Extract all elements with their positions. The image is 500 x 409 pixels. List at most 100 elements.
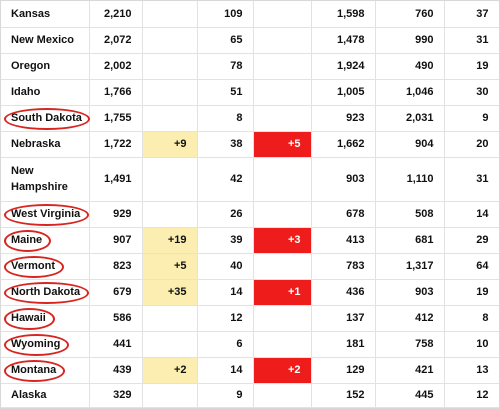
new-cases-cell: +35	[142, 279, 198, 306]
state-name-cell: Vermont	[1, 253, 90, 280]
total-deaths-cell: 14	[197, 279, 254, 306]
total-recovered-cell: 181	[311, 331, 376, 358]
state-name-cell: New Mexico	[1, 27, 90, 54]
total-deaths-cell: 65	[197, 27, 254, 54]
new-deaths-cell	[253, 253, 312, 280]
new-deaths-cell	[253, 79, 312, 106]
active-cases-cell: 904	[375, 131, 445, 158]
new-deaths-cell: +2	[253, 357, 312, 384]
new-deaths-cell	[253, 53, 312, 80]
new-cases-cell	[142, 157, 198, 202]
total-deaths-cell: 14	[197, 357, 254, 384]
active-cases-cell: 1,110	[375, 157, 445, 202]
new-cases-cell	[142, 79, 198, 106]
new-deaths-cell: +1	[253, 279, 312, 306]
serious-critical-cell: 31	[444, 27, 499, 54]
total-cases-cell: 1,766	[89, 79, 143, 106]
table-row: Montana 439 +2 14 +2 129 421 13	[1, 357, 499, 384]
new-cases-cell	[142, 1, 198, 28]
active-cases-cell: 990	[375, 27, 445, 54]
total-deaths-cell: 42	[197, 157, 254, 202]
state-name-cell: Kansas	[1, 1, 90, 28]
total-cases-cell: 1,722	[89, 131, 143, 158]
new-deaths-cell	[253, 305, 312, 332]
total-deaths-cell: 9	[197, 383, 254, 408]
serious-critical-cell: 9	[444, 105, 499, 132]
serious-critical-cell: 10	[444, 331, 499, 358]
new-deaths-cell: +3	[253, 227, 312, 254]
active-cases-cell: 490	[375, 53, 445, 80]
table-row: Idaho 1,766 51 1,005 1,046 30	[1, 79, 499, 106]
serious-critical-cell: 31	[444, 157, 499, 202]
active-cases-cell: 1,317	[375, 253, 445, 280]
total-deaths-cell: 39	[197, 227, 254, 254]
total-cases-cell: 679	[89, 279, 143, 306]
total-deaths-cell: 38	[197, 131, 254, 158]
new-cases-cell	[142, 105, 198, 132]
active-cases-cell: 758	[375, 331, 445, 358]
total-recovered-cell: 137	[311, 305, 376, 332]
new-cases-cell	[142, 331, 198, 358]
total-cases-cell: 439	[89, 357, 143, 384]
total-cases-cell: 329	[89, 383, 143, 408]
table-row: Vermont 823 +5 40 783 1,317 64	[1, 253, 499, 280]
table-row: New Hampshire 1,491 42 903 1,110 31	[1, 157, 499, 202]
total-recovered-cell: 923	[311, 105, 376, 132]
serious-critical-cell: 20	[444, 131, 499, 158]
total-recovered-cell: 129	[311, 357, 376, 384]
total-deaths-cell: 26	[197, 201, 254, 228]
state-name-cell: West Virginia	[1, 201, 90, 228]
serious-critical-cell: 30	[444, 79, 499, 106]
state-name-cell: Oregon	[1, 53, 90, 80]
total-recovered-cell: 903	[311, 157, 376, 202]
state-name-cell: New Hampshire	[1, 157, 90, 202]
active-cases-cell: 508	[375, 201, 445, 228]
serious-critical-cell: 13	[444, 357, 499, 384]
state-name-cell: South Dakota	[1, 105, 90, 132]
total-cases-cell: 823	[89, 253, 143, 280]
serious-critical-cell: 14	[444, 201, 499, 228]
serious-critical-cell: 12	[444, 383, 499, 408]
total-deaths-cell: 51	[197, 79, 254, 106]
table-row: West Virginia 929 26 678 508 14	[1, 201, 499, 228]
table-row: Wyoming 441 6 181 758 10	[1, 331, 499, 358]
total-deaths-cell: 78	[197, 53, 254, 80]
state-name-cell: Maine	[1, 227, 90, 254]
active-cases-cell: 760	[375, 1, 445, 28]
total-deaths-cell: 109	[197, 1, 254, 28]
active-cases-cell: 445	[375, 383, 445, 408]
new-cases-cell: +19	[142, 227, 198, 254]
table-row: Oregon 2,002 78 1,924 490 19	[1, 53, 499, 80]
total-recovered-cell: 1,662	[311, 131, 376, 158]
active-cases-cell: 412	[375, 305, 445, 332]
total-recovered-cell: 1,924	[311, 53, 376, 80]
serious-critical-cell: 64	[444, 253, 499, 280]
serious-critical-cell: 19	[444, 279, 499, 306]
total-recovered-cell: 1,005	[311, 79, 376, 106]
total-cases-cell: 441	[89, 331, 143, 358]
total-recovered-cell: 413	[311, 227, 376, 254]
table-row: North Dakota 679 +35 14 +1 436 903 19	[1, 279, 499, 306]
new-cases-cell: +5	[142, 253, 198, 280]
total-cases-cell: 907	[89, 227, 143, 254]
table-row: Hawaii 586 12 137 412 8	[1, 305, 499, 332]
active-cases-cell: 2,031	[375, 105, 445, 132]
total-cases-cell: 2,072	[89, 27, 143, 54]
state-name-cell: Montana	[1, 357, 90, 384]
state-name-cell: Alaska	[1, 383, 90, 408]
total-recovered-cell: 678	[311, 201, 376, 228]
total-deaths-cell: 40	[197, 253, 254, 280]
new-deaths-cell: +5	[253, 131, 312, 158]
new-deaths-cell	[253, 383, 312, 408]
total-recovered-cell: 783	[311, 253, 376, 280]
serious-critical-cell: 37	[444, 1, 499, 28]
table-row: South Dakota 1,755 8 923 2,031 9	[1, 105, 499, 132]
new-deaths-cell	[253, 157, 312, 202]
table-row: New Mexico 2,072 65 1,478 990 31	[1, 27, 499, 54]
state-name-cell: Wyoming	[1, 331, 90, 358]
state-name-cell: Idaho	[1, 79, 90, 106]
table-row: Nebraska 1,722 +9 38 +5 1,662 904 20	[1, 131, 499, 158]
new-deaths-cell	[253, 1, 312, 28]
state-name-cell: Hawaii	[1, 305, 90, 332]
